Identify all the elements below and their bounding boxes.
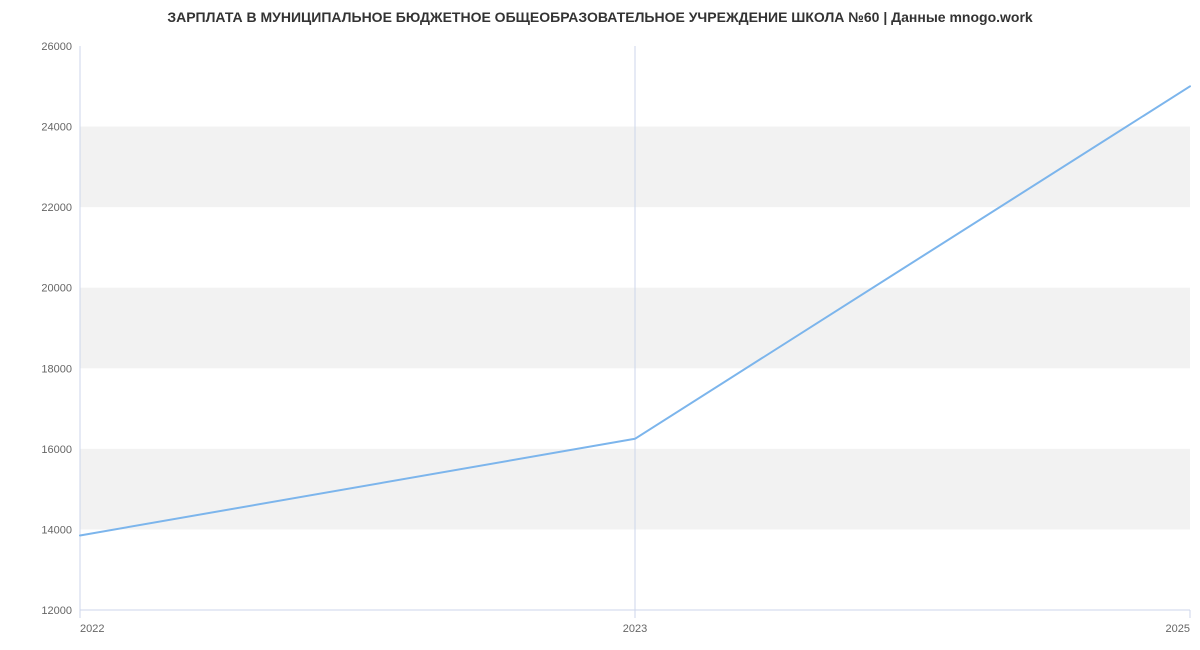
y-tick-label: 16000 [41,444,72,456]
x-tick-label: 2023 [623,623,647,635]
chart-svg: 12000 14000 16000 18000 20000 22000 24000 26000… [0,0,1200,650]
x-tick-label: 2022 [80,623,104,635]
y-tick-label: 20000 [41,283,72,295]
salary-line-chart: 12000 14000 16000 18000 20000 22000 24000 26000… [0,0,1200,650]
x-tick-label: 2025 [1166,623,1190,635]
y-tick-label: 14000 [41,524,72,536]
y-tick-label: 12000 [41,605,72,617]
y-tick-label: 18000 [41,363,72,375]
y-tick-label: 22000 [41,202,72,214]
y-tick-label: 26000 [41,41,72,53]
chart-title: ЗАРПЛАТА В МУНИЦИПАЛЬНОЕ БЮДЖЕТНОЕ ОБЩЕО… [167,9,1033,25]
y-tick-label: 24000 [41,122,72,134]
